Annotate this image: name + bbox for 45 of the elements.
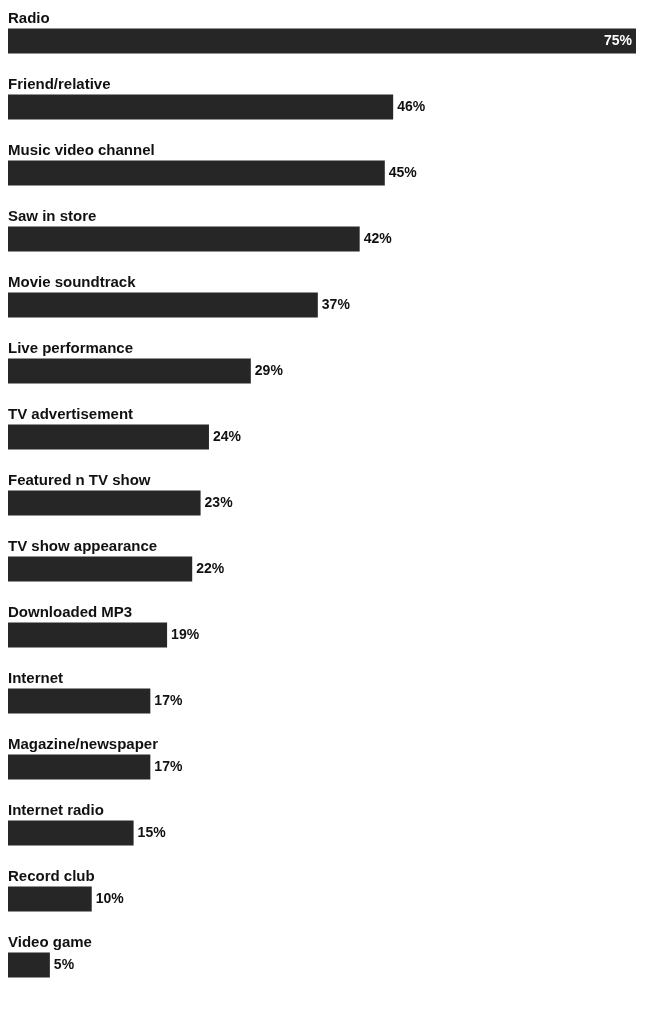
- y-tick-label: Live performance: [8, 339, 134, 356]
- bar: [8, 358, 251, 384]
- data-label: 10%: [95, 890, 125, 906]
- bar: [8, 622, 168, 648]
- bar: [8, 226, 360, 252]
- data-label: 22%: [196, 560, 225, 576]
- y-tick-label: Saw in store: [8, 207, 97, 224]
- y-tick-label: Friend/relative: [8, 75, 111, 92]
- data-label: 23%: [204, 494, 234, 510]
- data-label: 37%: [321, 296, 351, 312]
- data-label: 75%: [603, 32, 633, 48]
- bar: [8, 886, 92, 912]
- bar: [8, 292, 318, 318]
- data-label: 42%: [363, 230, 393, 246]
- bar: [8, 424, 209, 450]
- bar: [8, 754, 151, 780]
- data-label: 17%: [154, 692, 183, 708]
- y-tick-label: Magazine/newspaper: [8, 735, 159, 752]
- y-tick-label: Movie soundtrack: [8, 273, 137, 290]
- y-tick-label: TV advertisement: [8, 405, 134, 422]
- data-label: 15%: [137, 824, 167, 840]
- data-label: 5%: [53, 956, 75, 972]
- y-tick-label: Downloaded MP3: [8, 603, 133, 620]
- data-label: 45%: [388, 164, 418, 180]
- bar: [8, 28, 636, 54]
- bar: [8, 952, 50, 978]
- bar: [8, 688, 151, 714]
- bar: [8, 556, 193, 582]
- bar: [8, 490, 201, 516]
- data-label: 19%: [171, 626, 200, 642]
- y-tick-label: TV show appearance: [8, 537, 158, 554]
- bar: [8, 160, 385, 186]
- y-tick-label: Internet radio: [8, 801, 104, 818]
- data-label: 29%: [254, 362, 284, 378]
- data-label: 24%: [212, 428, 242, 444]
- y-tick-label: Radio: [8, 9, 50, 26]
- y-tick-label: Internet: [8, 669, 64, 686]
- y-tick-label: Featured n TV show: [8, 471, 151, 488]
- y-tick-label: Video game: [8, 933, 92, 950]
- bar: [8, 94, 394, 120]
- data-label: 17%: [154, 758, 183, 774]
- y-tick-label: Record club: [8, 867, 95, 884]
- y-tick-label: Music video channel: [8, 141, 155, 158]
- data-label: 46%: [397, 98, 426, 114]
- bar: [8, 820, 134, 846]
